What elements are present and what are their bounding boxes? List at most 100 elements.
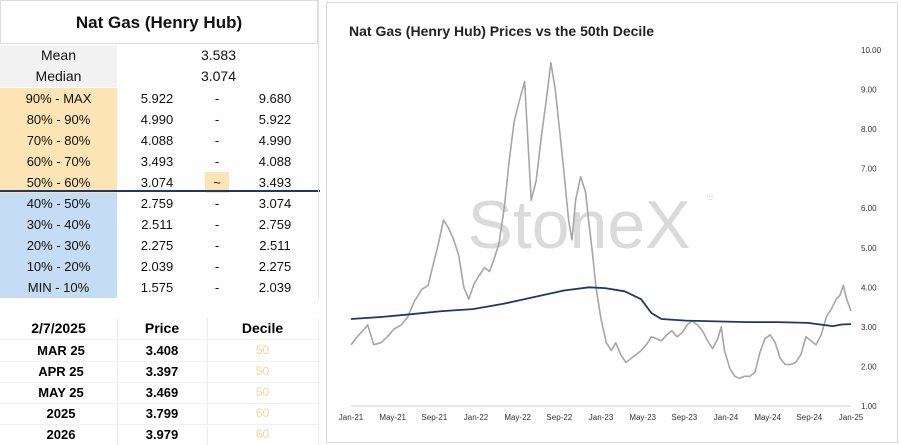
- band-high: 4.088: [258, 154, 292, 169]
- band-low: 5.922: [140, 91, 174, 106]
- table-title: Nat Gas (Henry Hub): [0, 0, 318, 44]
- band-high: 2.275: [258, 259, 292, 274]
- band-row-current: 50% - 60% 3.074 ~ 3.493: [0, 172, 320, 193]
- band-high: 2.039: [258, 280, 292, 295]
- band-row: 80% - 90% 4.990 - 5.922: [0, 109, 320, 130]
- contract-decile: 50: [255, 364, 270, 378]
- band-sep: -: [214, 133, 220, 148]
- band-label: 40% - 50%: [0, 193, 117, 214]
- stat-row-mean: Mean 3.583: [0, 45, 320, 66]
- band-sep: -: [214, 259, 220, 274]
- contract-price: 3.979: [145, 427, 179, 442]
- band-label: 80% - 90%: [0, 109, 117, 130]
- y-tick-label: 8.00: [861, 125, 877, 134]
- contract-label: APR 25: [38, 364, 84, 379]
- x-tick-label: Jan-22: [464, 413, 489, 422]
- stat-label: Median: [0, 66, 117, 87]
- y-tick-label: 3.00: [861, 323, 877, 332]
- contract-decile: 50: [255, 343, 270, 357]
- band-label: 60% - 70%: [0, 151, 117, 172]
- band-sep: -: [214, 280, 220, 295]
- y-tick-label: 1.00: [861, 402, 877, 411]
- band-sep: -: [214, 112, 220, 127]
- contract-label: 2026: [46, 427, 76, 442]
- y-tick-label: 4.00: [861, 283, 877, 292]
- band-low: 2.759: [140, 196, 174, 211]
- band-sep: -: [214, 196, 220, 211]
- contract-decile: 60: [255, 427, 270, 441]
- x-tick-label: May-22: [504, 413, 531, 422]
- band-high: 2.511: [259, 238, 291, 253]
- band-row: MIN - 10% 1.575 - 2.039: [0, 277, 320, 298]
- stat-label: Mean: [0, 45, 117, 66]
- x-tick-label: May-24: [754, 413, 781, 422]
- band-low: 2.511: [141, 217, 173, 232]
- band-high: 3.074: [258, 196, 292, 211]
- stat-row-median: Median 3.074: [0, 66, 320, 87]
- x-tick-label: Jan-21: [339, 413, 364, 422]
- band-low: 1.575: [140, 280, 174, 295]
- band-high: 2.759: [258, 217, 292, 232]
- contract-price: 3.408: [145, 343, 179, 358]
- contract-row: 2026 3.979 60: [0, 424, 320, 445]
- band-sep: -: [214, 91, 220, 106]
- median-divider: [0, 190, 320, 192]
- column-divider: [207, 318, 208, 445]
- price-header: Price: [144, 320, 180, 336]
- band-low: 4.088: [140, 133, 174, 148]
- band-label: 20% - 30%: [0, 235, 117, 256]
- band-high: 4.990: [258, 133, 292, 148]
- band-high: 9.680: [258, 91, 292, 106]
- column-divider: [117, 318, 118, 445]
- watermark-registered-mark: ®: [707, 192, 714, 202]
- row-separator: [0, 382, 320, 383]
- band-row: 20% - 30% 2.275 - 2.511: [0, 235, 320, 256]
- band-label: 50% - 60%: [0, 172, 117, 193]
- row-separator: [0, 339, 320, 340]
- band-sep: -: [214, 217, 220, 232]
- decile-table-panel: Nat Gas (Henry Hub) Mean 3.583 Median 3.…: [0, 0, 320, 445]
- band-label: MIN - 10%: [0, 277, 117, 298]
- band-row: 70% - 80% 4.088 - 4.990: [0, 130, 320, 151]
- band-row: 60% - 70% 3.493 - 4.088: [0, 151, 320, 172]
- y-tick-label: 7.00: [861, 165, 877, 174]
- y-tick-label: 6.00: [861, 204, 877, 213]
- contract-row: 2025 3.799 60: [0, 403, 320, 424]
- chart-title: Nat Gas (Henry Hub) Prices vs the 50th D…: [349, 23, 654, 39]
- x-tick-label: May-23: [629, 413, 656, 422]
- band-low: 2.039: [140, 259, 174, 274]
- row-separator: [0, 424, 320, 425]
- band-sep: -: [214, 154, 220, 169]
- chart-panel: Nat Gas (Henry Hub) Prices vs the 50th D…: [326, 2, 898, 443]
- band-sep: -: [214, 238, 220, 253]
- y-tick-label: 2.00: [861, 362, 877, 371]
- contract-price: 3.799: [145, 406, 179, 421]
- x-tick-label: Jan-24: [714, 413, 739, 422]
- contract-row: APR 25 3.397 50: [0, 361, 320, 382]
- band-row: 30% - 40% 2.511 - 2.759: [0, 214, 320, 235]
- contract-decile: 50: [255, 385, 270, 399]
- contract-row: MAY 25 3.469 50: [0, 382, 320, 403]
- contract-price: 3.469: [145, 385, 179, 400]
- band-row: 90% - MAX 5.922 - 9.680: [0, 88, 320, 109]
- band-low: 3.074: [140, 175, 174, 190]
- row-separator: [0, 403, 320, 404]
- contract-decile: 60: [255, 406, 270, 420]
- price-chart: StoneX ® 10.009.008.007.006.005.004.003.…: [339, 46, 882, 422]
- y-tick-label: 10.00: [861, 46, 882, 55]
- x-tick-label: Sep-23: [671, 413, 697, 422]
- x-tick-label: Sep-24: [796, 413, 822, 422]
- band-row: 10% - 20% 2.039 - 2.275: [0, 256, 320, 277]
- x-tick-label: Jan-25: [839, 413, 864, 422]
- contract-row: MAR 25 3.408 50: [0, 340, 320, 361]
- contract-price: 3.397: [145, 364, 179, 379]
- band-low: 2.275: [140, 238, 174, 253]
- y-tick-label: 5.00: [861, 244, 877, 253]
- contract-label: MAY 25: [38, 385, 84, 400]
- price-series-line: [350, 61, 852, 380]
- band-label: 30% - 40%: [0, 214, 117, 235]
- y-tick-label: 9.00: [861, 86, 877, 95]
- x-tick-label: Jan-23: [589, 413, 614, 422]
- band-low: 3.493: [140, 154, 174, 169]
- stat-value: 3.583: [200, 47, 237, 63]
